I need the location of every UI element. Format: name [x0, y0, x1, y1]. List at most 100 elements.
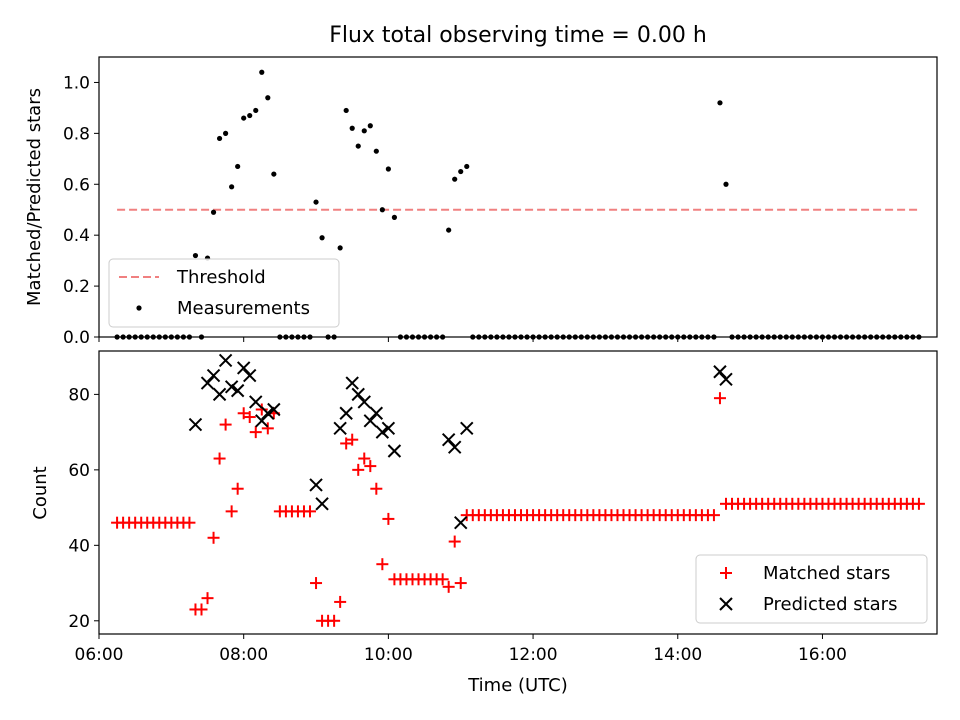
bottom-axes-frame [98, 350, 938, 635]
matched-stars-point [261, 422, 274, 435]
matched-stars-point [442, 580, 455, 593]
y-tick-label: 0.0 [63, 328, 90, 348]
top-legend: Threshold Measurements [108, 258, 340, 328]
bottom-xlabel: Time (UTC) [467, 675, 568, 696]
predicted-stars-point [454, 515, 468, 530]
measurements-point [259, 69, 265, 75]
matched-stars-point [201, 592, 214, 605]
top-legend-measurements-label: Measurements [177, 298, 310, 319]
matched-stars-point [346, 433, 359, 446]
top-ylabel: Matched/Predicted stars [24, 88, 45, 306]
predicted-stars-point [218, 353, 233, 368]
predicted-stars-point [339, 406, 353, 420]
y-tick-label: 0.4 [63, 226, 90, 246]
predicted-stars-point [249, 395, 263, 409]
bottom-legend: Matched stars Predicted stars [695, 554, 928, 624]
top-legend-threshold-label: Threshold [176, 267, 266, 288]
measurements-point [271, 171, 277, 177]
top-legend-box [108, 258, 340, 328]
x-tick-label: 12:00 [509, 645, 558, 665]
measurements-point [313, 199, 319, 205]
measurements-point [385, 166, 391, 172]
measurements-point [229, 184, 235, 190]
predicted-stars-point [333, 421, 347, 436]
matched-stars-point [376, 558, 389, 571]
matched-stars-point [225, 505, 238, 518]
matched-stars-point [707, 509, 720, 522]
predicted-stars-point [315, 497, 329, 511]
bottom-legend-predicted-swatch [719, 597, 733, 611]
top-plot: 0.0 0.2 0.4 0.6 0.8 1.0 [63, 69, 922, 348]
top-axes-frame [98, 56, 938, 338]
measurements-point [192, 252, 199, 259]
matched-stars-point [382, 512, 395, 525]
predicted-stars-point [230, 383, 245, 398]
x-tick-label: 16:00 [798, 645, 847, 665]
measurements-point [391, 214, 398, 220]
measurements-point [247, 112, 253, 119]
bottom-ylabel: Count [30, 466, 51, 519]
top-legend-measurements-swatch [136, 305, 142, 311]
y-tick-label: 1.0 [63, 73, 90, 93]
x-tick-label: 14:00 [653, 645, 702, 665]
y-tick-label: 40 [68, 536, 90, 556]
predicted-stars-point [267, 402, 281, 417]
x-tick-label: 06:00 [75, 645, 124, 665]
predicted-stars-point [713, 365, 727, 379]
measurements-point [379, 207, 385, 213]
predicted-stars-point [387, 444, 402, 458]
predicted-stars-point [447, 440, 462, 454]
measurements-point [223, 130, 229, 136]
bottom-plot: 06:00 08:00 10:00 12:00 14:00 16:00 20 40 60 80 [68, 353, 925, 665]
predicted-stars-point [441, 432, 456, 447]
matched-stars-point [352, 463, 365, 476]
y-tick-label: 0.8 [63, 124, 90, 144]
predicted-stars-point [345, 376, 359, 390]
matched-stars-point [340, 437, 353, 450]
measurements-point [235, 163, 241, 170]
measurements-point [319, 235, 325, 241]
measurements-point [458, 168, 464, 175]
x-tick-label: 08:00 [219, 645, 268, 665]
y-tick-label: 20 [68, 612, 90, 632]
bottom-legend-box [695, 554, 928, 624]
measurements-point [355, 143, 361, 149]
predicted-stars-point [236, 361, 251, 375]
top-title: Flux total observing time = 0.00 h [329, 23, 707, 48]
predicted-stars-point [188, 417, 203, 432]
predicted-stars-point [309, 478, 323, 492]
measurements-point [216, 135, 223, 142]
predicted-stars-point [255, 414, 269, 428]
predicted-stars-point [375, 425, 390, 439]
x-tick-label: 10:00 [364, 645, 413, 665]
bottom-legend-matched-swatch [720, 567, 732, 579]
predicted-stars-point [357, 395, 371, 409]
matched-stars-point [364, 460, 377, 473]
matched-stars-point [183, 516, 196, 529]
predicted-stars-point [261, 406, 275, 420]
matched-stars-point [334, 595, 347, 608]
measurements-point [452, 176, 458, 182]
predicted-stars-point [243, 368, 257, 383]
predicted-stars-point [369, 406, 384, 420]
y-tick-label: 80 [68, 385, 90, 405]
y-tick-label: 0.6 [63, 175, 90, 195]
measurements-point [343, 107, 349, 114]
matched-stars-point [207, 531, 220, 544]
measurements-point [253, 107, 259, 114]
bottom-legend-predicted-label: Predicted stars [763, 594, 897, 615]
y-tick-label: 60 [68, 461, 90, 481]
measurements-point [446, 227, 452, 233]
y-tick-label: 0.2 [63, 277, 90, 297]
predicted-stars-point [212, 387, 227, 402]
matched-stars-point [231, 482, 244, 495]
predicted-stars-point [719, 372, 733, 387]
bottom-legend-matched-label: Matched stars [763, 563, 890, 584]
matched-stars-point [237, 407, 250, 420]
matched-stars-point [213, 452, 226, 465]
measurements-point [367, 123, 373, 129]
matched-stars-point [243, 411, 256, 424]
measurements-point [337, 245, 343, 251]
predicted-stars-point [206, 368, 221, 383]
